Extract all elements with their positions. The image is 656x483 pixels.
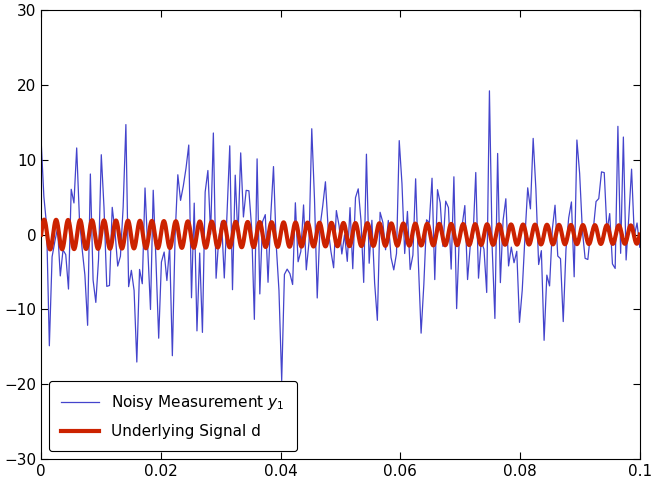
Legend: Noisy Measurement $y_1$, Underlying Signal d: Noisy Measurement $y_1$, Underlying Sign… xyxy=(49,381,297,451)
